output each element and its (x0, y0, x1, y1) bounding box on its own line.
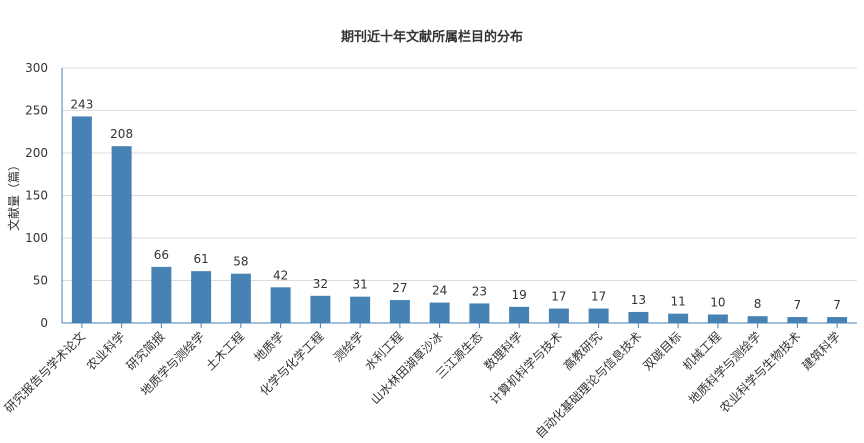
x-category-label: 地质科学与测绘学 (685, 329, 763, 407)
bar[interactable] (151, 266, 172, 323)
bar-value-label: 17 (591, 290, 606, 304)
bar-value-label: 32 (313, 277, 328, 291)
bar[interactable] (429, 302, 450, 323)
bar-value-label: 19 (511, 288, 526, 302)
bar-value-label: 27 (392, 281, 407, 295)
x-category-label: 研究报告与学术论文 (1, 329, 88, 416)
x-category-label: 农业科学 (83, 329, 128, 374)
bar[interactable] (747, 316, 768, 323)
x-category-label: 双碳目标 (640, 329, 684, 373)
bar[interactable] (509, 306, 530, 323)
x-category-label: 计算机科学与技术 (486, 329, 564, 407)
bar-value-label: 17 (551, 290, 566, 304)
bars (71, 116, 848, 324)
bar[interactable] (389, 300, 410, 323)
bar-value-label: 208 (110, 127, 133, 141)
bar[interactable] (787, 317, 808, 323)
data-labels: 243 208 66 61 58 42 32 31 27 24 23 19 17 17 13 11 10 8 7 7 (70, 97, 841, 312)
bar-value-label: 66 (154, 248, 169, 262)
x-category-label: 测绘学 (330, 329, 366, 365)
bar-value-label: 10 (710, 296, 725, 310)
bar-value-label: 243 (70, 97, 93, 111)
bar-value-label: 8 (754, 297, 762, 311)
chart-title: 期刊近十年文献所属栏目的分布 (341, 29, 523, 45)
y-tick-label: 250 (25, 104, 48, 118)
y-axis-title: 文献量（篇） (6, 159, 21, 231)
bar[interactable] (191, 271, 212, 323)
x-category-label: 山水林田湖草沙冰 (367, 329, 445, 407)
bar-value-label: 13 (631, 293, 646, 307)
bar[interactable] (707, 314, 728, 324)
bar[interactable] (270, 287, 291, 323)
bar-value-label: 31 (352, 278, 367, 292)
y-tick-label: 0 (40, 316, 48, 330)
bar-value-label: 42 (273, 268, 288, 282)
y-tick-label: 200 (25, 146, 48, 160)
bar-value-label: 58 (233, 255, 248, 269)
y-axis-ticks: 0 50 100 150 200 250 300 (25, 61, 48, 330)
bar[interactable] (230, 273, 251, 323)
bar-value-label: 23 (472, 284, 487, 298)
bar-value-label: 7 (833, 298, 841, 312)
bar[interactable] (668, 313, 689, 323)
y-tick-label: 150 (25, 189, 48, 203)
y-tick-label: 300 (25, 61, 48, 75)
bar-value-label: 61 (193, 252, 208, 266)
bar-value-label: 7 (794, 298, 802, 312)
bar-value-label: 11 (670, 295, 685, 309)
y-tick-label: 100 (25, 231, 48, 245)
x-category-label: 土木工程 (202, 329, 247, 374)
bar[interactable] (310, 295, 331, 323)
axes (61, 68, 857, 328)
bar[interactable] (350, 296, 371, 323)
bar[interactable] (548, 308, 569, 323)
x-category-label: 地质学 (251, 329, 287, 365)
bar[interactable] (469, 303, 490, 323)
bar-value-label: 24 (432, 284, 447, 298)
bar[interactable] (827, 317, 848, 323)
bar[interactable] (588, 308, 609, 323)
bar[interactable] (628, 311, 649, 323)
bar[interactable] (71, 116, 92, 323)
bar[interactable] (111, 146, 132, 323)
grid-lines (62, 67, 857, 281)
x-category-label: 建筑科学 (799, 329, 844, 374)
y-tick-label: 50 (33, 274, 48, 288)
